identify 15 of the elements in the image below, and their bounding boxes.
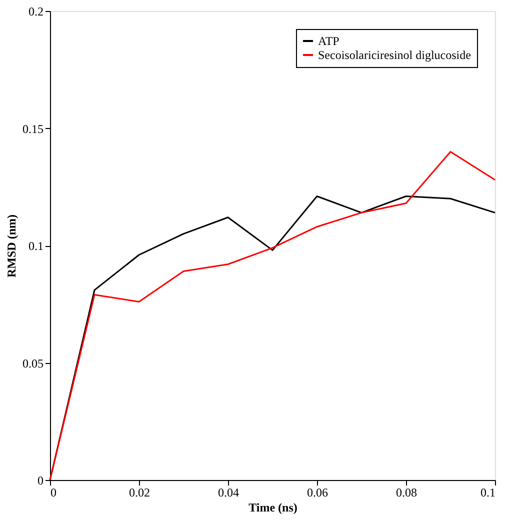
x-tick-label: 0 bbox=[50, 486, 56, 500]
y-tick-label: 0.2 bbox=[28, 4, 44, 18]
x-tick-label: 0.04 bbox=[218, 486, 239, 500]
y-axis-title: RMSD (nm) bbox=[4, 214, 18, 278]
x-tick-label: 0.1 bbox=[480, 486, 496, 500]
y-tick-label: 0.15 bbox=[22, 122, 44, 136]
y-tick-label: 0 bbox=[38, 474, 44, 488]
legend-label: ATP bbox=[318, 34, 340, 48]
x-tick-label: 0.06 bbox=[307, 486, 328, 500]
y-tick-label: 0.05 bbox=[22, 356, 44, 370]
legend-label: Secoisolariciresinol diglucoside bbox=[318, 48, 471, 62]
x-axis-title: Time (ns) bbox=[248, 500, 298, 514]
x-tick-label: 0.08 bbox=[396, 486, 417, 500]
x-tick-label: 0.02 bbox=[129, 486, 150, 500]
y-tick-label: 0.1 bbox=[28, 239, 44, 253]
